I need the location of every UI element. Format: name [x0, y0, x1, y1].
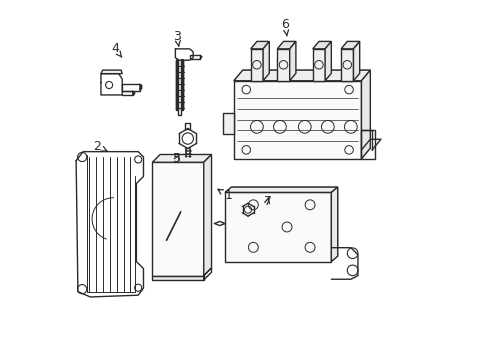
Polygon shape	[224, 192, 331, 261]
Text: 5: 5	[173, 152, 181, 165]
Polygon shape	[277, 41, 295, 49]
Polygon shape	[361, 70, 369, 159]
Polygon shape	[233, 70, 369, 81]
Polygon shape	[224, 187, 337, 261]
Polygon shape	[325, 41, 331, 81]
Polygon shape	[233, 81, 361, 159]
Text: 6: 6	[281, 18, 288, 36]
Polygon shape	[263, 41, 269, 81]
Text: 2: 2	[93, 140, 107, 153]
Polygon shape	[277, 49, 289, 81]
Polygon shape	[341, 49, 353, 81]
Text: 4: 4	[111, 42, 122, 57]
Polygon shape	[353, 41, 359, 81]
Text: 3: 3	[173, 30, 181, 46]
Polygon shape	[152, 276, 203, 280]
Polygon shape	[250, 49, 263, 81]
Polygon shape	[152, 162, 203, 276]
Polygon shape	[152, 154, 211, 162]
Text: 1: 1	[218, 189, 232, 202]
Polygon shape	[203, 154, 211, 276]
Text: 7: 7	[263, 195, 271, 208]
Polygon shape	[341, 41, 359, 49]
Bar	[361, 130, 374, 159]
Polygon shape	[250, 41, 269, 49]
Polygon shape	[312, 41, 331, 49]
Polygon shape	[331, 187, 337, 261]
Polygon shape	[223, 113, 233, 134]
Polygon shape	[101, 70, 122, 74]
Polygon shape	[289, 41, 295, 81]
Polygon shape	[312, 49, 325, 81]
Polygon shape	[224, 187, 337, 192]
Polygon shape	[233, 70, 369, 159]
